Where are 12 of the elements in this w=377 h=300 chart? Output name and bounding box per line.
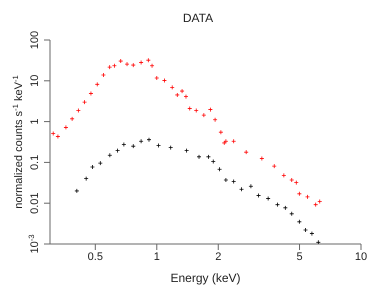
x-tick-label: 2 bbox=[215, 250, 222, 263]
y-tick-label: 1 bbox=[29, 118, 41, 125]
x-tick-label: 0.5 bbox=[88, 250, 103, 263]
y-tick-label: 0.01 bbox=[29, 192, 41, 214]
x-axis-title: Energy (keV) bbox=[170, 271, 241, 285]
x-tick-label: 1 bbox=[154, 250, 160, 263]
y-tick-label: 0.1 bbox=[29, 154, 41, 170]
chart-title: DATA bbox=[182, 11, 214, 25]
y-tick-label: 100 bbox=[29, 30, 41, 50]
y-tick-label: 10 bbox=[29, 74, 41, 87]
x-tick-label: 10 bbox=[354, 250, 368, 263]
x-tick-label: 5 bbox=[296, 250, 303, 263]
